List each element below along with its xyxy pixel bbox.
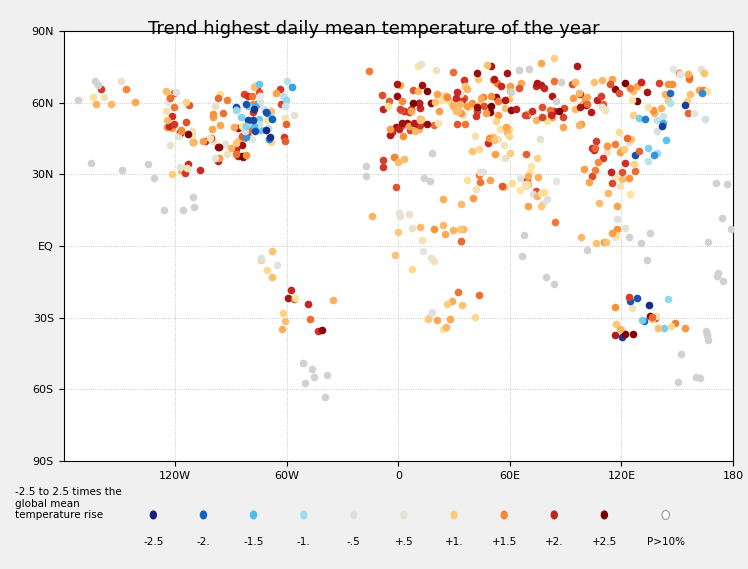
- Text: +1.5: +1.5: [491, 537, 517, 547]
- Text: -1.5: -1.5: [243, 537, 264, 547]
- Text: P>10%: P>10%: [647, 537, 684, 547]
- Text: -2.5 to 2.5 times the
global mean
temperature rise: -2.5 to 2.5 times the global mean temper…: [15, 487, 122, 520]
- Text: +.5: +.5: [395, 537, 413, 547]
- Text: -2.: -2.: [197, 537, 210, 547]
- Text: Trend highest daily mean temperature of the year: Trend highest daily mean temperature of …: [148, 20, 600, 38]
- Text: +1.: +1.: [445, 537, 463, 547]
- Text: -2.5: -2.5: [143, 537, 164, 547]
- Text: +2.: +2.: [545, 537, 563, 547]
- Text: -.5: -.5: [347, 537, 361, 547]
- Text: +2.5: +2.5: [592, 537, 617, 547]
- Text: -1.: -1.: [297, 537, 310, 547]
